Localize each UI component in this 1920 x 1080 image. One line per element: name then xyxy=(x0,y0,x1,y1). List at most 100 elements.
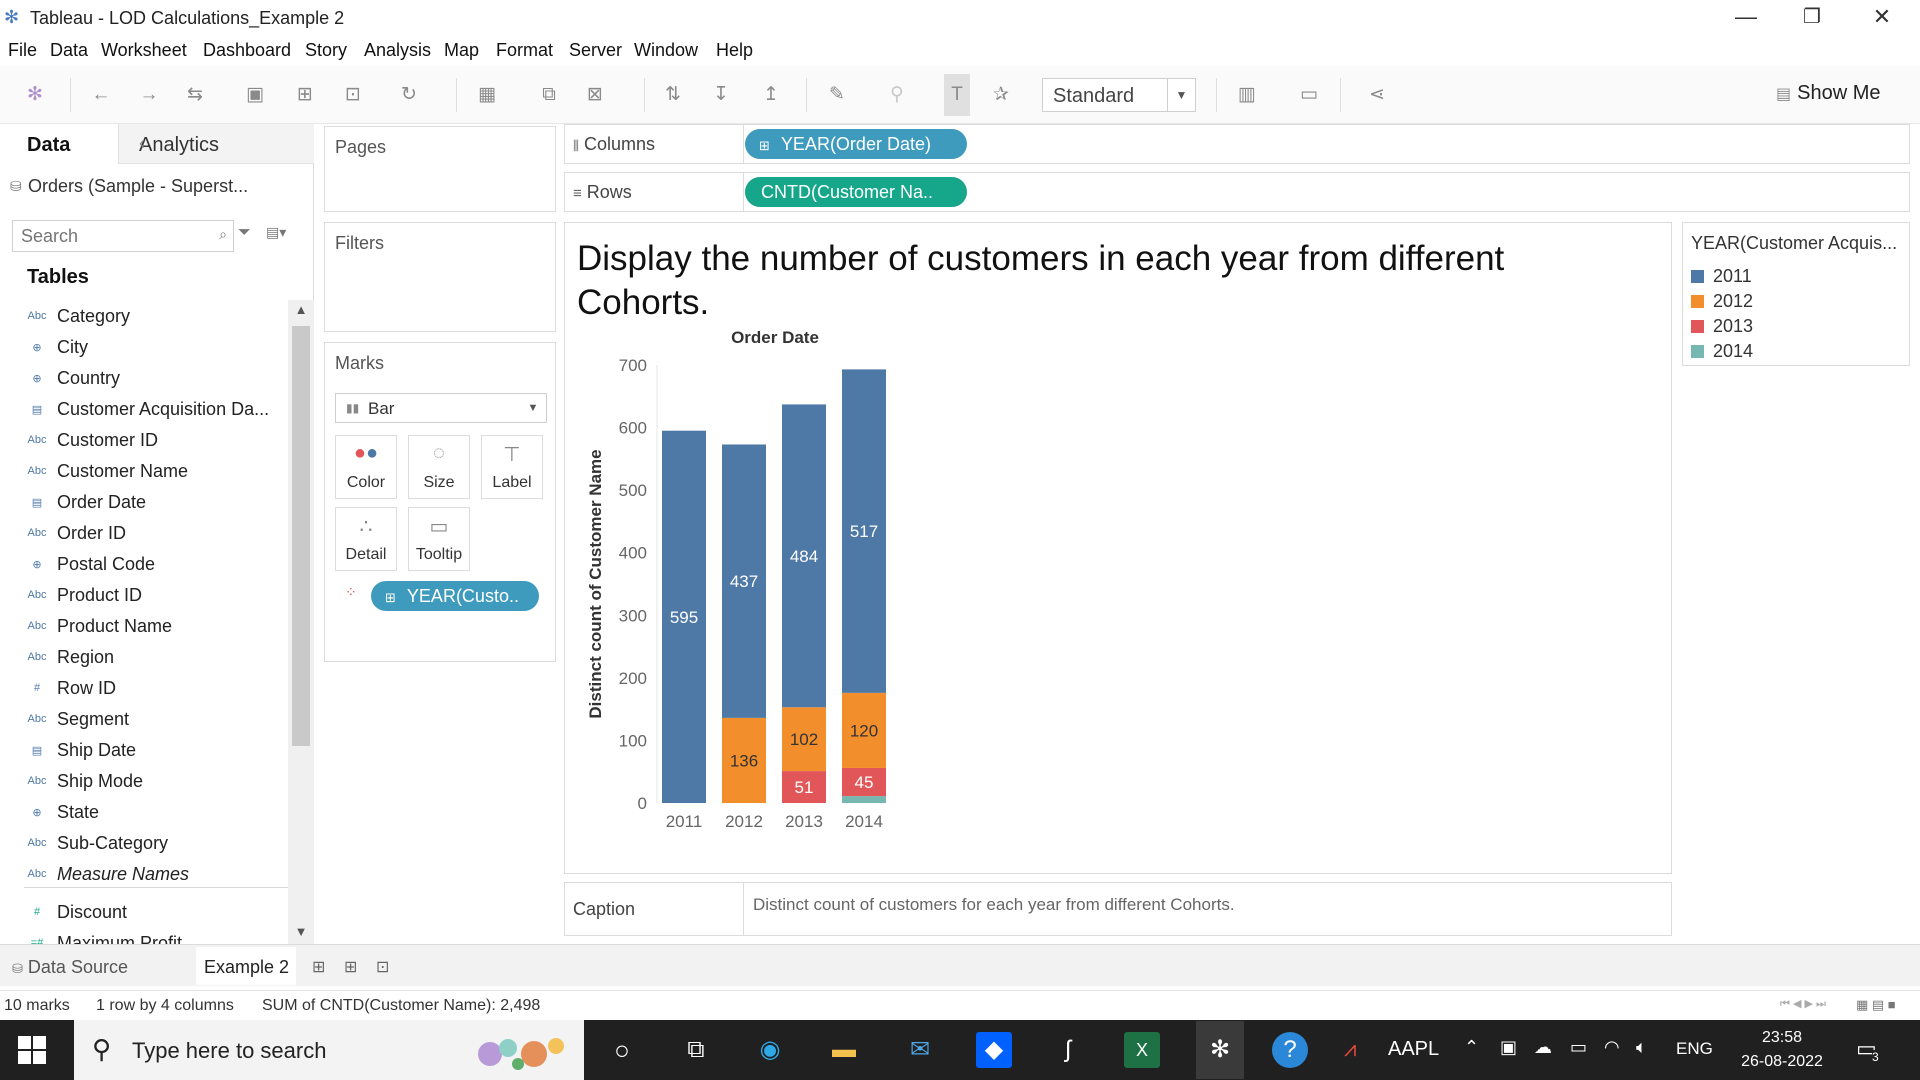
menu-story[interactable]: Story xyxy=(305,40,348,60)
field-item[interactable]: Abc Customer Name xyxy=(0,459,288,487)
menu-help[interactable]: Help xyxy=(716,40,754,60)
bar-segment-2012-cohort-2011[interactable] xyxy=(722,444,766,718)
field-item[interactable]: Abc Region xyxy=(0,645,288,673)
highlight-icon[interactable]: ✎ xyxy=(829,84,845,105)
sheet-nav-icons[interactable]: ⏮ ◀ ▶ ⏭ xyxy=(1780,998,1826,1010)
tableau-home-icon[interactable]: ✻ xyxy=(27,84,43,105)
wifi-icon[interactable]: ◠ xyxy=(1604,1037,1620,1057)
viz-title[interactable]: Display the number of customers in each … xyxy=(577,239,1505,322)
field-item[interactable]: # Row ID xyxy=(0,676,288,704)
help-icon[interactable]: ? xyxy=(1272,1032,1308,1068)
replay-icon[interactable]: ⇆ xyxy=(187,84,203,105)
mark-type-select[interactable]: ▮▮ Bar ▼ xyxy=(335,393,547,423)
pages-card[interactable]: Pages xyxy=(324,126,556,212)
field-item[interactable]: ⊕ Postal Code xyxy=(0,552,288,580)
field-item[interactable]: ▤ Order Date xyxy=(0,490,288,518)
refresh-icon[interactable]: ↻ xyxy=(401,84,417,105)
rows-shelf[interactable]: ≡ Rows CNTD(Customer Na.. xyxy=(564,172,1910,212)
undo-icon[interactable]: ← xyxy=(91,84,111,105)
presentation-mode-icon[interactable]: ▭ xyxy=(1300,84,1318,105)
filters-card[interactable]: Filters xyxy=(324,222,556,332)
notification-icon[interactable]: ▭ xyxy=(1856,1036,1877,1061)
color-field-pill[interactable]: ⊞ YEAR(Custo.. xyxy=(371,581,539,611)
new-story-icon[interactable]: ⊡ xyxy=(376,959,390,976)
clock[interactable]: 23:58 26-08-2022 xyxy=(1722,1026,1842,1074)
tableau-taskbar-icon[interactable]: ✻ xyxy=(1196,1021,1244,1079)
field-item[interactable]: Abc Category xyxy=(0,304,288,332)
task-view-icon[interactable]: ⧉ xyxy=(687,1036,705,1063)
fit-select[interactable]: Standard ▼ xyxy=(1042,78,1196,112)
fix-axes-icon[interactable]: ✰ xyxy=(993,84,1009,105)
cortana-icon[interactable]: ○ xyxy=(614,1035,630,1065)
measure-item[interactable]: =# Maximum Profit xyxy=(0,931,288,944)
field-item[interactable]: ▤ Customer Acquisition Da... xyxy=(0,397,288,425)
bar-segment-2013-cohort-2013[interactable] xyxy=(782,771,826,803)
swap-icon[interactable]: ⇅ xyxy=(665,84,681,105)
sort-descending-icon[interactable]: ↥ xyxy=(763,84,779,105)
taskbar-search[interactable]: ⚲ Type here to search xyxy=(74,1020,584,1080)
view-options-icon[interactable]: ▤▾ xyxy=(266,224,287,240)
show-cards-icon[interactable]: ▥ xyxy=(1238,84,1256,105)
redo-icon[interactable]: → xyxy=(139,84,159,105)
legend-title[interactable]: YEAR(Customer Acquis... xyxy=(1691,233,1898,253)
menu-window[interactable]: Window xyxy=(634,40,699,60)
data-source-tab[interactable]: ⛁ Data Source xyxy=(12,957,128,978)
search-input[interactable] xyxy=(21,225,201,247)
field-item[interactable]: Abc Sub-Category xyxy=(0,831,288,859)
menu-worksheet[interactable]: Worksheet xyxy=(101,40,187,60)
filter-icon[interactable]: ⏷ xyxy=(238,224,251,241)
tab-data[interactable]: Data xyxy=(0,124,118,164)
field-item[interactable]: ⊕ Country xyxy=(0,366,288,394)
file-explorer-icon[interactable]: ▬ xyxy=(832,1036,856,1063)
new-worksheet-icon[interactable]: ▦ xyxy=(478,84,496,105)
dropbox-icon[interactable]: ◆ xyxy=(976,1032,1012,1068)
bar-segment-2014-cohort-2013[interactable] xyxy=(842,767,886,797)
field-item[interactable]: Abc Ship Mode xyxy=(0,769,288,797)
columns-shelf[interactable]: ⫼ Columns ⊞ YEAR(Order Date) xyxy=(564,124,1910,164)
new-datasource-icon[interactable]: ⊞ xyxy=(297,84,313,105)
share-icon[interactable]: ⋖ xyxy=(1369,84,1385,105)
save-icon[interactable]: ▣ xyxy=(246,84,264,105)
scroll-up-icon[interactable]: ▲ xyxy=(294,302,308,317)
group-icon[interactable]: ⚲ xyxy=(890,84,904,105)
stock-ticker[interactable]: AAPL xyxy=(1388,1038,1440,1060)
menu-format[interactable]: Format xyxy=(496,40,554,60)
minimize-button[interactable]: — xyxy=(1735,4,1757,29)
scroll-thumb[interactable] xyxy=(292,326,310,746)
view-mode-icons[interactable]: ▦ ▤ ■ xyxy=(1856,997,1896,1012)
windows-start-button[interactable] xyxy=(18,1036,46,1064)
field-item[interactable]: ⊕ City xyxy=(0,335,288,363)
bar-segment-2014-cohort-2012[interactable] xyxy=(842,692,886,768)
detail-button[interactable]: ∴ Detail xyxy=(335,507,397,571)
color-button[interactable]: ●● Color xyxy=(335,435,397,499)
chevron-up-icon[interactable]: ⌃ xyxy=(1464,1037,1480,1057)
onedrive-icon[interactable]: ☁ xyxy=(1534,1037,1552,1057)
bar-segment-2013-cohort-2011[interactable] xyxy=(782,404,826,708)
language-indicator[interactable]: ENG xyxy=(1676,1039,1713,1058)
menu-dashboard[interactable]: Dashboard xyxy=(203,40,292,60)
field-item[interactable]: Abc Segment xyxy=(0,707,288,735)
columns-pill[interactable]: ⊞ YEAR(Order Date) xyxy=(745,129,967,159)
field-item[interactable]: Abc Product ID xyxy=(0,583,288,611)
menu-file[interactable]: File xyxy=(8,40,38,60)
field-search[interactable]: ⌕ xyxy=(12,220,234,252)
app-icon[interactable]: ʃ xyxy=(1065,1036,1071,1063)
bar-segment-2013-cohort-2012[interactable] xyxy=(782,707,826,772)
sort-ascending-icon[interactable]: ↧ xyxy=(713,84,729,105)
new-worksheet-icon[interactable]: ⊞ xyxy=(312,959,326,976)
size-button[interactable]: ◌ Size xyxy=(408,435,470,499)
bar-segment-2014-cohort-2014[interactable] xyxy=(842,796,886,803)
duplicate-sheet-icon[interactable]: ⧉ xyxy=(542,84,556,105)
field-item[interactable]: Abc Measure Names xyxy=(0,862,288,890)
field-item[interactable]: Abc Customer ID xyxy=(0,428,288,456)
show-mark-labels-icon[interactable]: T xyxy=(944,74,970,116)
menu-data[interactable]: Data xyxy=(50,40,89,60)
caption-text[interactable]: Distinct count of customers for each yea… xyxy=(753,895,1235,914)
mail-icon[interactable]: ✉ xyxy=(909,1036,931,1063)
meet-now-icon[interactable]: ▣ xyxy=(1500,1037,1518,1057)
battery-icon[interactable]: ▭ xyxy=(1570,1037,1588,1057)
edge-icon[interactable]: ◉ xyxy=(759,1036,781,1063)
bar-segment-2014-cohort-2011[interactable] xyxy=(842,369,886,693)
bar-segment-2012-cohort-2012[interactable] xyxy=(722,717,766,803)
field-item[interactable]: ⊕ State xyxy=(0,800,288,828)
